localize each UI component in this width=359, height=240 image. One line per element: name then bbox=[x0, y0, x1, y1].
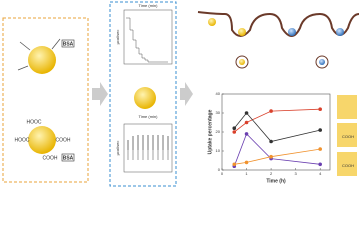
y-tick-label: 10 bbox=[216, 148, 221, 153]
point bbox=[232, 162, 237, 167]
nanoparticle bbox=[28, 126, 56, 154]
point bbox=[244, 160, 249, 165]
axis-label: Time (min) bbox=[139, 114, 159, 119]
ligand bbox=[17, 38, 61, 71]
nanoparticle bbox=[319, 59, 325, 65]
icon-label: COOH bbox=[342, 134, 354, 139]
point bbox=[244, 132, 249, 136]
nanoparticle bbox=[28, 46, 56, 74]
icon-label: COOH bbox=[342, 163, 354, 168]
middle-panel bbox=[109, 1, 177, 187]
protein-box bbox=[61, 39, 75, 48]
icon bbox=[337, 95, 357, 119]
x-tick-label: 2 bbox=[270, 171, 273, 176]
protein-label: BSA bbox=[63, 41, 74, 47]
point bbox=[318, 107, 322, 111]
x-axis-label: Time (h) bbox=[266, 178, 286, 184]
left-panel bbox=[2, 17, 89, 183]
y-tick-label: 30 bbox=[216, 110, 221, 115]
point bbox=[318, 147, 322, 151]
vesicle bbox=[315, 55, 329, 69]
nanoparticle bbox=[134, 87, 156, 109]
x-tick-label: 3 bbox=[295, 171, 298, 176]
arrow bbox=[92, 82, 108, 106]
protein-box bbox=[61, 153, 75, 162]
figure: BSA BSA HOOC COOH HOOC COOH Time (min) µ… bbox=[2, 1, 359, 187]
point bbox=[244, 111, 249, 115]
point bbox=[318, 128, 322, 132]
icon bbox=[337, 123, 357, 147]
x-tick-label: 0 bbox=[221, 171, 224, 176]
group-label: COOH bbox=[56, 137, 71, 143]
group-label: HOOC bbox=[27, 119, 42, 125]
series-line bbox=[233, 133, 321, 167]
point bbox=[244, 120, 249, 125]
x-tick-label: 4 bbox=[319, 171, 322, 176]
nanoparticle bbox=[336, 28, 344, 36]
point bbox=[318, 162, 322, 167]
point bbox=[269, 154, 273, 159]
series-line bbox=[234, 148, 321, 165]
y-tick-label: 0 bbox=[218, 167, 221, 172]
protein-label: BSA bbox=[63, 155, 74, 161]
series-line bbox=[234, 108, 321, 133]
y-axis-label: Uptake percentage bbox=[207, 109, 213, 154]
arrow bbox=[180, 82, 193, 106]
axis-label: µcal/sec bbox=[115, 30, 120, 45]
plot-frame bbox=[221, 93, 331, 171]
icon bbox=[337, 152, 357, 176]
axis-label: Time (min) bbox=[139, 3, 159, 8]
y-tick-label: 20 bbox=[216, 129, 221, 134]
point bbox=[269, 109, 273, 113]
group-label: COOH bbox=[43, 155, 58, 161]
itc-trace bbox=[126, 17, 168, 63]
axis-label: µcal/sec bbox=[115, 141, 120, 156]
itc-trace bbox=[127, 135, 169, 160]
plot-frame bbox=[123, 123, 173, 173]
point bbox=[232, 130, 237, 134]
series-line bbox=[233, 112, 321, 142]
uptake-chart: 0 10 20 30 40 0 1 2 3 4 Time (h) Uptake percentage bbox=[207, 91, 331, 184]
nanoparticle bbox=[208, 18, 216, 26]
y-tick-label: 40 bbox=[216, 91, 221, 96]
vesicle bbox=[235, 55, 249, 69]
nanoparticle bbox=[238, 28, 246, 36]
point bbox=[232, 126, 237, 130]
group-label: HOOC bbox=[15, 137, 30, 143]
plot-frame bbox=[123, 9, 173, 65]
nanoparticle bbox=[239, 59, 245, 65]
nanoparticle bbox=[288, 28, 296, 36]
x-tick-label: 1 bbox=[245, 171, 248, 176]
membrane bbox=[197, 11, 359, 37]
point bbox=[269, 139, 273, 144]
